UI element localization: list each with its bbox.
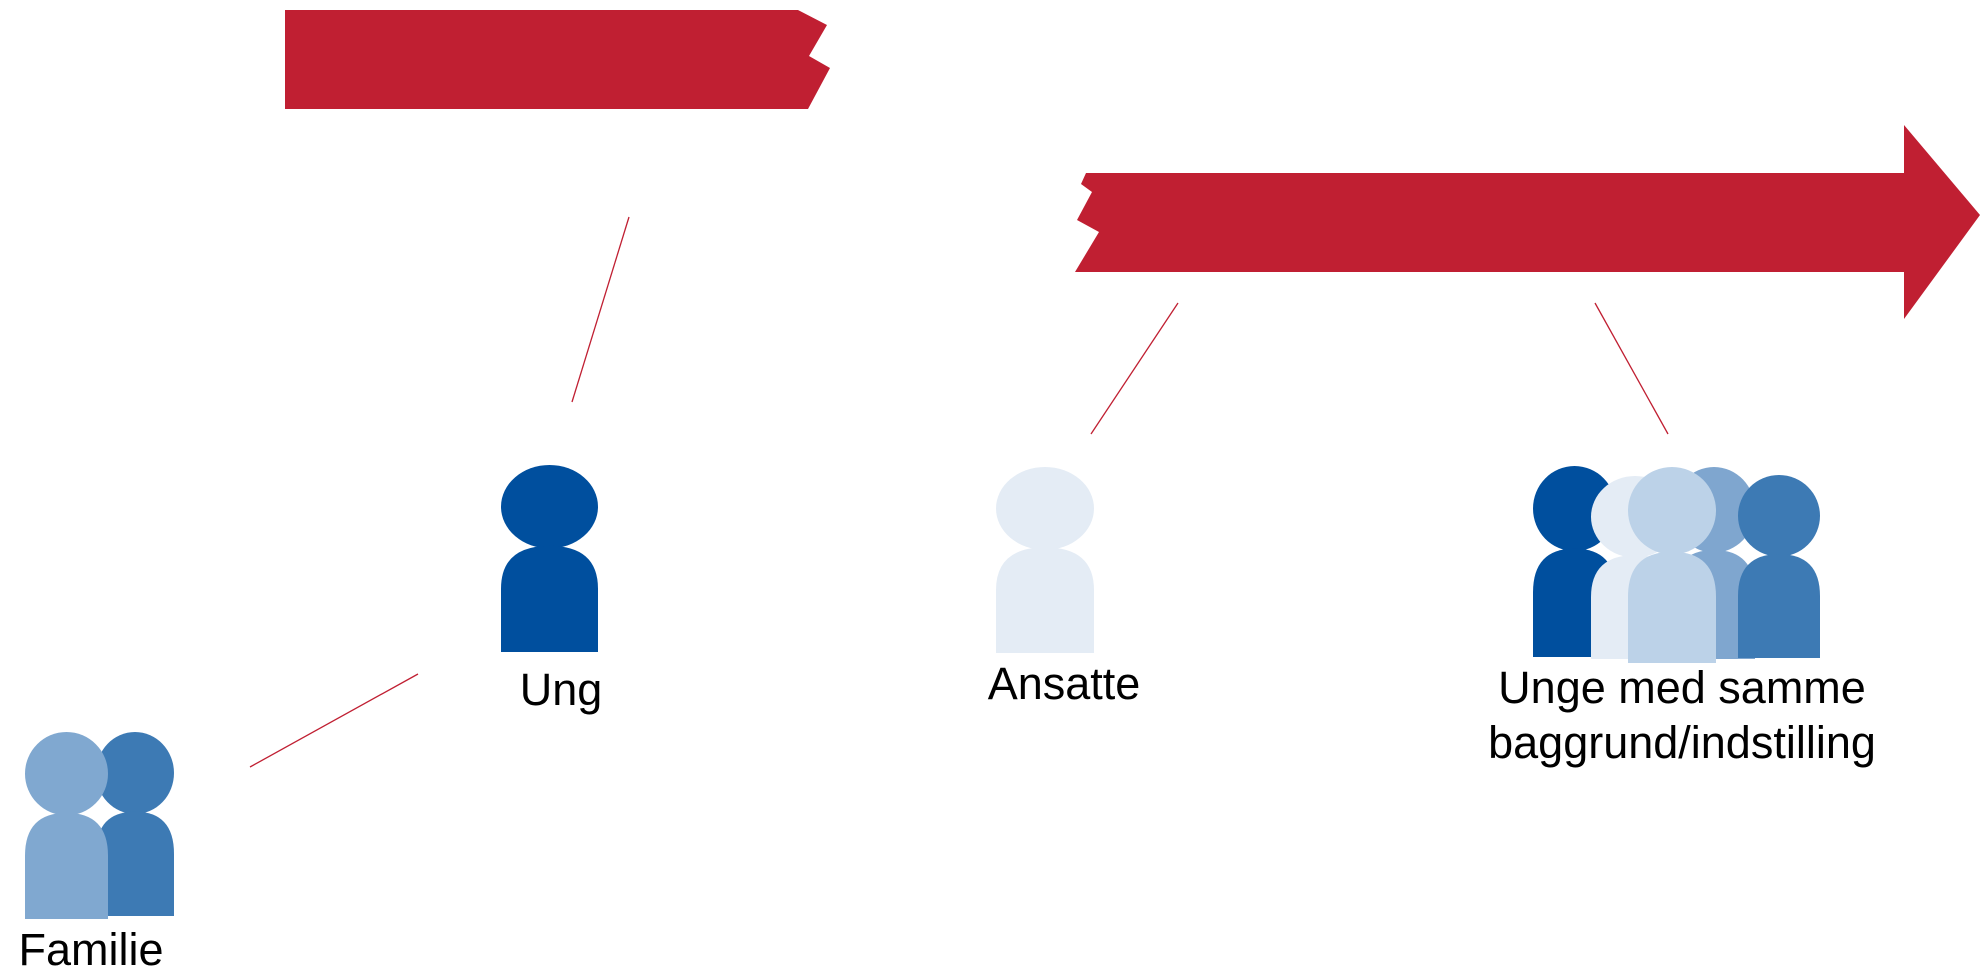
person-icon bbox=[1628, 467, 1716, 663]
person-icon bbox=[25, 732, 108, 919]
label: Ansatte bbox=[988, 658, 1141, 709]
label: Unge med samme bbox=[1498, 662, 1866, 713]
label: Familie bbox=[18, 924, 163, 973]
arrow-past bbox=[285, 10, 830, 109]
connector bbox=[1090, 302, 1179, 435]
arrow-future bbox=[1075, 125, 1980, 319]
person-icon bbox=[1738, 475, 1820, 658]
person-icon bbox=[996, 467, 1094, 653]
connector bbox=[249, 673, 419, 768]
label: Ung bbox=[520, 664, 603, 715]
label: baggrund/indstilling bbox=[1488, 717, 1876, 768]
connector bbox=[1594, 302, 1669, 435]
person-icon bbox=[501, 465, 598, 652]
connector bbox=[571, 216, 630, 403]
